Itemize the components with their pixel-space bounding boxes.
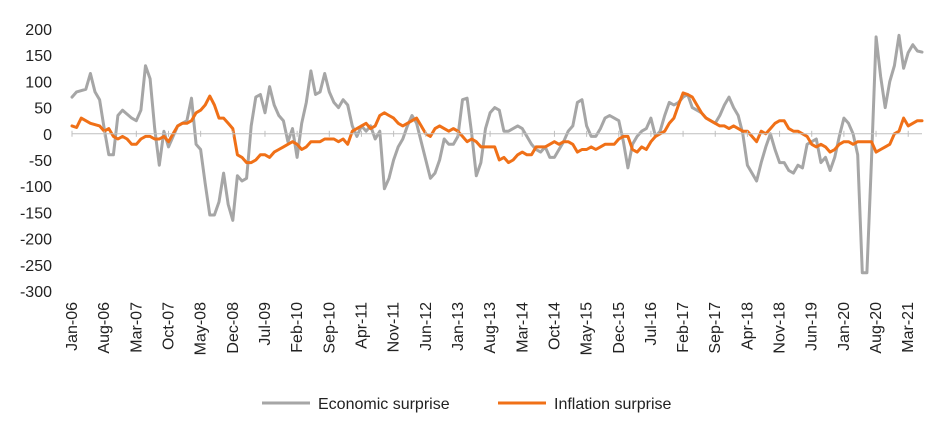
x-tick-label: Nov-18 [772, 302, 789, 354]
x-tick-label: May-08 [193, 302, 210, 355]
x-tick-label: Sep-17 [707, 302, 724, 354]
x-tick-label: Dec-15 [611, 302, 628, 354]
x-tick-label: Oct-07 [160, 302, 177, 350]
x-tick-label: Jun-19 [804, 302, 821, 351]
x-tick-label: Oct-14 [546, 302, 563, 350]
x-tick-label: Jun-12 [418, 302, 435, 351]
x-axis-ticks [71, 130, 909, 137]
x-tick-label: Feb-17 [675, 302, 692, 353]
y-tick-label: 100 [25, 74, 52, 91]
inflation-surprise-line [70, 91, 924, 165]
x-tick-label: Jan-20 [836, 302, 853, 351]
y-tick-label: 0 [43, 127, 52, 144]
y-tick-label: -100 [20, 179, 52, 196]
x-tick-label: Apr-11 [353, 302, 370, 349]
y-tick-label: 150 [25, 48, 52, 65]
x-tick-label: Feb-10 [289, 302, 306, 353]
y-tick-label: -250 [20, 258, 52, 275]
x-tick-label: Aug-20 [868, 302, 885, 354]
x-tick-label: Jan-13 [450, 302, 467, 351]
y-tick-label: 50 [34, 101, 52, 118]
x-tick-label: Mar-21 [900, 302, 917, 353]
series-lines [70, 33, 924, 275]
y-tick-label: -50 [29, 153, 52, 170]
legend-label-economic: Economic surprise [318, 396, 450, 413]
x-tick-label: Apr-18 [739, 302, 756, 350]
x-tick-label: Mar-14 [514, 302, 531, 353]
y-axis-tick-labels: 200 150 100 50 0 -50 -100 -150 -200 -250 -300 [20, 22, 52, 301]
x-tick-label: Mar-07 [128, 302, 145, 353]
legend-label-inflation: Inflation surprise [554, 396, 671, 413]
y-tick-label: -150 [20, 205, 52, 222]
y-tick-label: -200 [20, 232, 52, 249]
economic-surprise-line [70, 33, 924, 275]
y-tick-label: -300 [20, 284, 52, 301]
x-tick-label: Jan-06 [64, 302, 81, 351]
x-tick-label: May-15 [579, 302, 596, 355]
x-tick-label: Dec-08 [225, 302, 242, 354]
legend: Economic surprise Inflation surprise [262, 396, 671, 413]
x-tick-label: Jul-16 [643, 302, 660, 346]
x-tick-label: Jul-09 [257, 302, 274, 346]
x-tick-label: Nov-11 [386, 302, 403, 352]
x-tick-label: Sep-10 [321, 302, 338, 354]
x-tick-label: Aug-06 [96, 302, 113, 354]
y-tick-label: 200 [25, 22, 52, 39]
x-tick-label: Aug-13 [482, 302, 499, 354]
x-axis-tick-labels: Jan-06 Aug-06 Mar-07 Oct-07 May-08 Dec-08 Jul-… [64, 302, 917, 355]
